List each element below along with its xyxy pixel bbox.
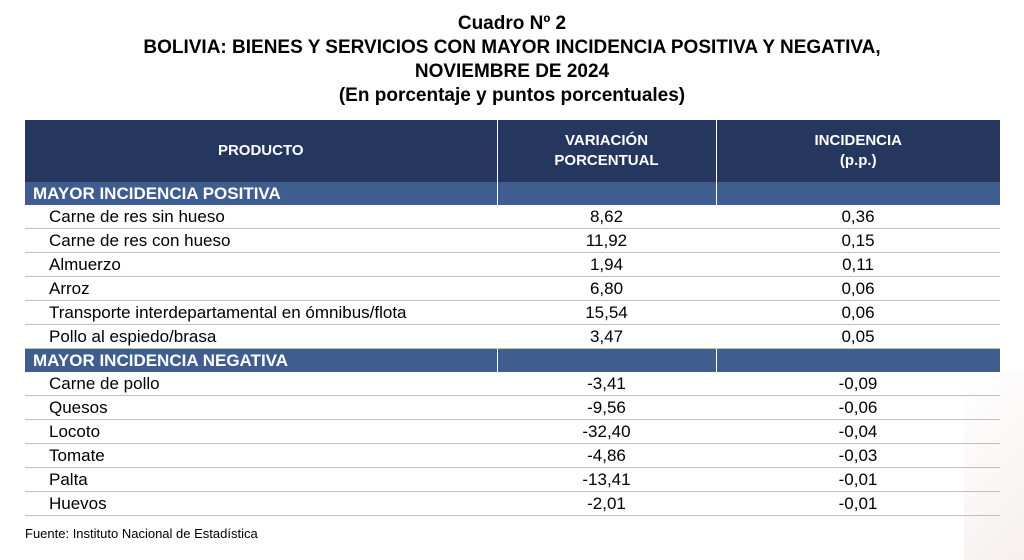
- product-name-cell: Carne de pollo: [25, 372, 497, 396]
- table-row: Transporte interdepartamental en ómnibus…: [25, 300, 1000, 325]
- incidence-cell: -0,01: [716, 467, 1000, 492]
- table-row: Tomate -4,86 -0,03: [25, 443, 1000, 468]
- product-name-cell: Transporte interdepartamental en ómnibus…: [25, 300, 497, 325]
- product-name-cell: Locoto: [25, 419, 497, 444]
- table-row: Huevos -2,01 -0,01: [25, 491, 1000, 516]
- incidence-cell: -0,01: [716, 491, 1000, 516]
- product-name-cell: Huevos: [25, 491, 497, 516]
- table-row: Carne de res sin hueso 8,62 0,36: [25, 205, 1000, 229]
- positive-section-label: MAYOR INCIDENCIA POSITIVA: [25, 182, 498, 205]
- table-title: Cuadro Nº 2: [457, 13, 567, 34]
- variation-cell: -13,41: [497, 467, 716, 492]
- product-name-cell: Pollo al espiedo/brasa: [25, 324, 497, 349]
- variation-cell: 15,54: [497, 300, 716, 325]
- variation-cell: -3,41: [497, 372, 716, 396]
- variation-cell: -32,40: [497, 419, 716, 444]
- incidence-cell: 0,36: [716, 205, 1000, 229]
- table-body: MAYOR INCIDENCIA POSITIVA Carne de res si…: [25, 182, 1000, 516]
- negative-section-filler: [716, 348, 1000, 372]
- negative-section-header: MAYOR INCIDENCIA NEGATIVA: [25, 348, 1000, 372]
- incidence-cell: -0,09: [716, 372, 1000, 396]
- table-row: Almuerzo 1,94 0,11: [25, 252, 1000, 277]
- positive-section-filler: [716, 182, 1000, 205]
- variation-cell: 1,94: [497, 252, 716, 277]
- incidence-cell: -0,04: [716, 419, 1000, 444]
- variation-cell: 6,80: [497, 276, 716, 301]
- column-header-incidence-line1: INCIDENCIA: [814, 132, 902, 149]
- column-header-product: PRODUCTO: [25, 120, 498, 182]
- product-name-cell: Palta: [25, 467, 497, 492]
- table-row: Palta -13,41 -0,01: [25, 467, 1000, 492]
- product-name-cell: Carne de res con hueso: [25, 228, 497, 253]
- variation-cell: 8,62: [497, 205, 716, 229]
- variation-cell: -4,86: [497, 443, 716, 468]
- incidence-cell: 0,11: [716, 252, 1000, 277]
- incidence-cell: 0,06: [716, 276, 1000, 301]
- product-name-cell: Tomate: [25, 443, 497, 468]
- incidence-cell: 0,15: [716, 228, 1000, 253]
- table-subtitle-line1: BOLIVIA: BIENES Y SERVICIOS CON MAYOR IN…: [143, 37, 881, 58]
- table-units: (En porcentaje y puntos porcentuales): [338, 85, 686, 106]
- table-row: Carne de pollo -3,41 -0,09: [25, 372, 1000, 396]
- table-subtitle-line2: NOVIEMBRE DE 2024: [414, 61, 610, 82]
- variation-cell: -9,56: [497, 395, 716, 420]
- table-row: Quesos -9,56 -0,06: [25, 395, 1000, 420]
- column-header-variation-line1: VARIACIÓN: [564, 132, 649, 149]
- incidence-cell: -0,06: [716, 395, 1000, 420]
- column-header-incidence: INCIDENCIA (p.p.): [716, 120, 1000, 182]
- negative-section-label: MAYOR INCIDENCIA NEGATIVA: [25, 348, 498, 372]
- table-row: Locoto -32,40 -0,04: [25, 419, 1000, 444]
- incidence-cell: 0,05: [716, 324, 1000, 349]
- column-header-incidence-line2: (p.p.): [839, 152, 877, 169]
- source-note: Fuente: Instituto Nacional de Estadístic…: [25, 526, 258, 541]
- table-row: Arroz 6,80 0,06: [25, 276, 1000, 301]
- product-name-cell: Arroz: [25, 276, 497, 301]
- variation-cell: 3,47: [497, 324, 716, 349]
- table-caption: Cuadro Nº 2 BOLIVIA: BIENES Y SERVICIOS …: [0, 12, 1024, 108]
- negative-section-filler: [497, 348, 717, 372]
- incidence-cell: 0,06: [716, 300, 1000, 325]
- product-name-cell: Quesos: [25, 395, 497, 420]
- column-header-variation: VARIACIÓN PORCENTUAL: [497, 120, 717, 182]
- incidence-cell: -0,03: [716, 443, 1000, 468]
- product-name-cell: Carne de res sin hueso: [25, 205, 497, 229]
- header-row: PRODUCTO VARIACIÓN PORCENTUAL INCIDENCIA…: [25, 120, 1000, 182]
- positive-section-filler: [497, 182, 717, 205]
- incidence-table: PRODUCTO VARIACIÓN PORCENTUAL INCIDENCIA…: [25, 120, 1000, 516]
- positive-section-header: MAYOR INCIDENCIA POSITIVA: [25, 182, 1000, 205]
- table-row: Pollo al espiedo/brasa 3,47 0,05: [25, 324, 1000, 349]
- variation-cell: 11,92: [497, 228, 716, 253]
- table-row: Carne de res con hueso 11,92 0,15: [25, 228, 1000, 253]
- column-header-variation-line2: PORCENTUAL: [554, 152, 659, 169]
- variation-cell: -2,01: [497, 491, 716, 516]
- product-name-cell: Almuerzo: [25, 252, 497, 277]
